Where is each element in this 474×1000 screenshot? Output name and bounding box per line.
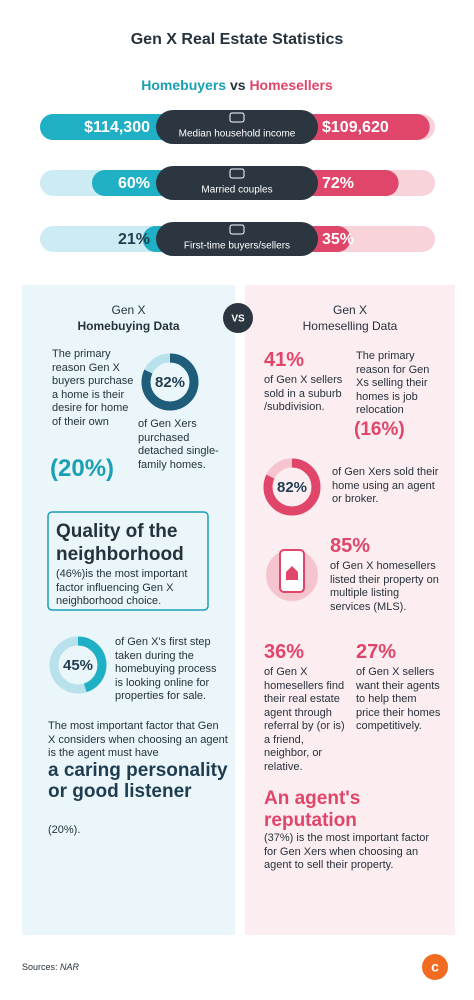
- sellers-value: 35%: [322, 231, 354, 248]
- buyers-value: 21%: [118, 231, 150, 248]
- subtitle: Homebuyers vs Homesellers: [0, 76, 474, 94]
- donut-arc: [49, 636, 107, 694]
- quality-title: Quality of the neighborhood: [56, 521, 184, 565]
- agent-stat: (20%).: [48, 824, 81, 836]
- icon: [229, 112, 245, 123]
- center-pill: [156, 166, 318, 200]
- referral-stat: 36%: [264, 641, 305, 663]
- mls-text: of Gen X homesellers listed their proper…: [330, 560, 439, 613]
- sellers-bar: [295, 170, 399, 196]
- mls-stat: 85%: [330, 535, 371, 557]
- selling-panel: [245, 285, 455, 935]
- reputation-title: An agent's reputation: [264, 788, 361, 831]
- center-pill: [156, 222, 318, 256]
- heading-title: Homeselling Data: [302, 319, 398, 333]
- icon: [229, 224, 245, 235]
- suburb-stat: 41%: [264, 349, 305, 371]
- center-pill: [156, 110, 318, 144]
- reputation-text: (37%) is the most important factor for G…: [264, 832, 430, 871]
- comparison-rows: Median household income $114,300 $109,620 M…: [40, 110, 435, 256]
- subtitle-buyers: Homebuyers: [141, 77, 227, 93]
- row-label: First-time buyers/sellers: [184, 241, 290, 252]
- pricing-stat: 27%: [356, 641, 397, 663]
- donut-label: 82%: [155, 374, 185, 391]
- agent-highlight: a caring personality or good listener: [48, 760, 228, 802]
- buyers-value: 60%: [118, 175, 150, 192]
- subtitle-sellers: Homesellers: [249, 77, 333, 93]
- logo-mark: c: [431, 959, 439, 975]
- logo: [422, 954, 448, 980]
- row-label: Median household income: [179, 129, 296, 140]
- sources-label: Sources:: [22, 962, 58, 972]
- reason-stat: (20%): [50, 455, 115, 482]
- vs-label: VS: [231, 314, 245, 325]
- donut-label: 82%: [277, 479, 307, 496]
- row-label: Married couples: [201, 185, 272, 196]
- referral-text: of Gen X homesellers find their real est…: [264, 666, 345, 773]
- sources: Sources: NAR: [22, 961, 79, 975]
- donut-label: 45%: [63, 657, 93, 674]
- vs-badge: [223, 303, 253, 333]
- subtitle-vs: vs: [229, 77, 246, 93]
- donut-arc: [141, 353, 199, 411]
- selling-reason-stat: (16%): [354, 419, 405, 440]
- heading-title: Homebuying Data: [77, 319, 180, 333]
- quality-text: (46%)is the most important factor influe…: [56, 568, 188, 607]
- selling-heading: Gen X Homeselling Data: [245, 302, 455, 334]
- agent-use-text: of Gen Xers sold their home using an age…: [332, 466, 439, 505]
- reason-text: The primary reason Gen X buyers purchase…: [52, 348, 134, 428]
- sellers-bar: [295, 114, 430, 140]
- buying-heading: Gen X Homebuying Data: [22, 302, 235, 334]
- online-text: of Gen X's first step taken during the h…: [115, 636, 217, 702]
- icon: [229, 168, 245, 179]
- donut-arc: [263, 458, 321, 516]
- phone-icon: [266, 549, 318, 601]
- heading: Gen X: [332, 303, 368, 317]
- sellers-value: $109,620: [322, 119, 389, 136]
- title: Gen X Real Estate Statistics: [130, 31, 344, 48]
- buyers-bar: [40, 114, 180, 140]
- selling-reason-text: The primary reason for Gen Xs selling th…: [356, 350, 430, 416]
- sources-name: NAR: [60, 962, 80, 972]
- agent-intro: The most important factor that Gen X con…: [48, 720, 228, 759]
- sellers-value: 72%: [322, 175, 354, 192]
- buyers-value: $114,300: [84, 119, 150, 136]
- suburb-text: of Gen X sellers sold in a suburb /subdi…: [264, 374, 343, 413]
- quality-box: [47, 511, 209, 611]
- pricing-text: of Gen X sellers want their agents to he…: [356, 666, 441, 732]
- single-family-text: of Gen Xers purchased detached single-fa…: [138, 418, 219, 471]
- heading: Gen X: [111, 303, 146, 317]
